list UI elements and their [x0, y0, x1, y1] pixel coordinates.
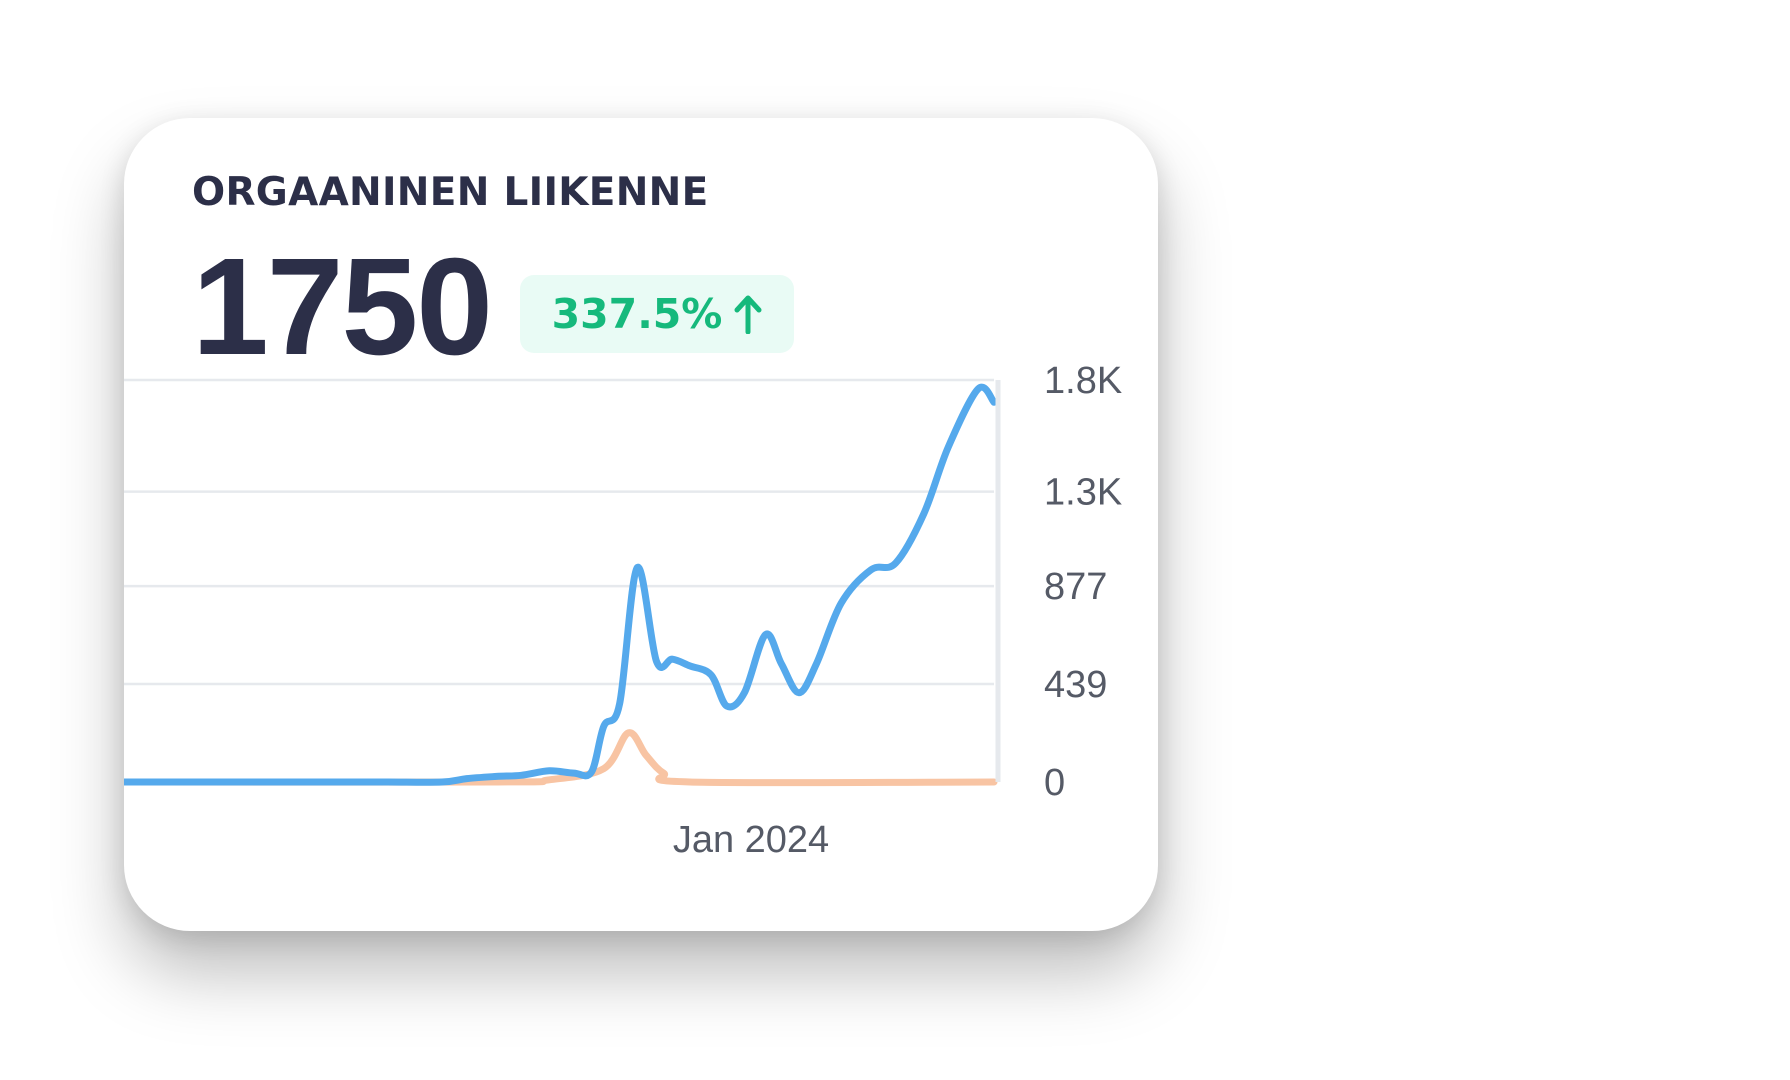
y-tick-label: 0 — [1044, 762, 1065, 804]
x-tick-label: Jan 2024 — [673, 819, 829, 861]
change-badge: 337.5% — [520, 275, 794, 353]
y-tick-label: 1.8K — [1044, 360, 1122, 402]
chart-series — [124, 383, 998, 787]
card-title: ORGAANINEN LIIKENNE — [192, 170, 709, 215]
change-percentage: 337.5% — [551, 290, 723, 338]
y-tick-label: 877 — [1044, 566, 1107, 608]
series-line-primary — [124, 383, 998, 786]
metric-value: 1750 — [192, 230, 493, 384]
series-line-secondary — [124, 729, 998, 787]
chart-axes: 0 439 877 1.3K 1.8K Jan 2024 — [673, 360, 1122, 861]
traffic-line-chart: 0 439 877 1.3K 1.8K Jan 2024 — [124, 360, 1122, 861]
arrow-up-icon — [734, 295, 762, 334]
y-tick-label: 439 — [1044, 664, 1107, 706]
y-tick-label: 1.3K — [1044, 472, 1122, 514]
organic-traffic-card: ORGAANINEN LIIKENNE 1750 337.5% 0 439 877 1… — [124, 118, 1158, 931]
chart-gridlines — [124, 378, 994, 686]
